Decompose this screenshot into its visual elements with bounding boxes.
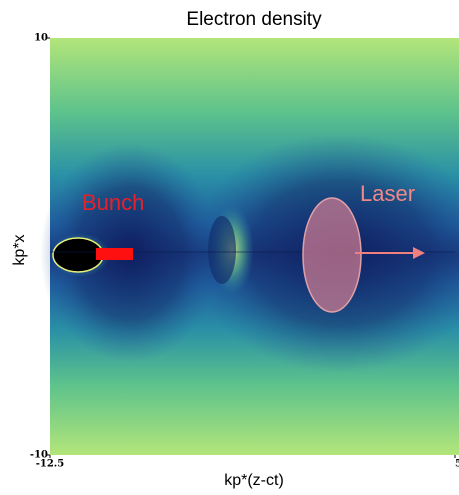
cavity (208, 216, 236, 284)
annotation: Bunch (82, 190, 144, 215)
y-tick-label: 10 (34, 33, 48, 44)
x-axis-label: kp*(z-ct) (224, 472, 284, 489)
bunch (96, 248, 133, 260)
y-axis-label: kp*x (11, 234, 28, 265)
page: Electron density Bunch Laser kp*(z-ct) k… (0, 0, 459, 495)
heatmap (40, 38, 459, 455)
y-tick-label: -10 (30, 450, 48, 461)
bunch-density (53, 238, 103, 272)
chart-title: Electron density (186, 9, 322, 30)
x-tick-label: 5 (455, 459, 459, 470)
laser-pulse (303, 198, 361, 312)
annotation: Laser (360, 181, 415, 206)
chart: Electron density Bunch Laser kp*(z-ct) k… (0, 0, 459, 495)
